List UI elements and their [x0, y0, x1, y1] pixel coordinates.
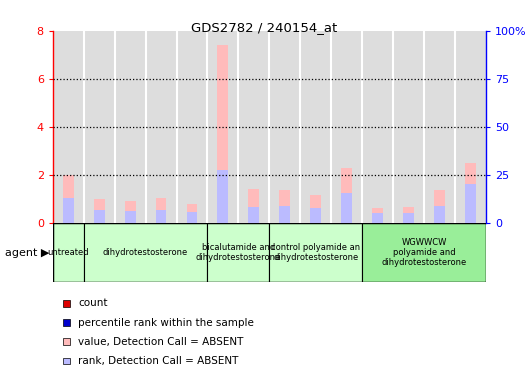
Text: rank, Detection Call = ABSENT: rank, Detection Call = ABSENT: [78, 356, 239, 366]
Bar: [341, 167, 352, 223]
Bar: [208, 223, 269, 282]
Bar: [218, 170, 228, 223]
Bar: [269, 223, 300, 282]
Bar: [331, 223, 362, 282]
Bar: [300, 31, 331, 223]
Bar: [393, 223, 424, 282]
Bar: [424, 31, 455, 223]
Bar: [176, 31, 208, 223]
Bar: [455, 223, 486, 282]
Bar: [218, 45, 228, 223]
Bar: [156, 210, 166, 223]
Bar: [208, 223, 238, 282]
Bar: [248, 207, 259, 223]
Bar: [186, 212, 197, 223]
Bar: [269, 31, 300, 223]
Text: count: count: [78, 298, 108, 308]
Bar: [300, 223, 331, 282]
Bar: [94, 199, 105, 223]
Bar: [362, 31, 393, 223]
Text: percentile rank within the sample: percentile rank within the sample: [78, 318, 254, 328]
Bar: [362, 223, 393, 282]
Bar: [331, 31, 362, 223]
Bar: [94, 210, 105, 223]
Bar: [63, 175, 74, 223]
Bar: [403, 213, 414, 223]
Bar: [434, 206, 445, 223]
Text: WGWWCW
polyamide and
dihydrotestosterone: WGWWCW polyamide and dihydrotestosterone: [381, 238, 467, 267]
Bar: [372, 213, 383, 223]
Bar: [465, 184, 476, 223]
Bar: [115, 223, 146, 282]
Bar: [393, 31, 424, 223]
Bar: [186, 204, 197, 223]
Bar: [341, 193, 352, 223]
Bar: [238, 31, 269, 223]
Text: control polyamide an
dihydrotestosterone: control polyamide an dihydrotestosterone: [271, 243, 360, 262]
Text: agent ▶: agent ▶: [5, 248, 50, 258]
Bar: [146, 31, 176, 223]
Bar: [53, 223, 84, 282]
Bar: [84, 223, 208, 282]
Bar: [269, 223, 362, 282]
Bar: [125, 201, 136, 223]
Bar: [115, 31, 146, 223]
Bar: [208, 31, 238, 223]
Bar: [176, 223, 208, 282]
Bar: [424, 223, 455, 282]
Bar: [362, 223, 486, 282]
Bar: [156, 197, 166, 223]
Bar: [125, 211, 136, 223]
Bar: [84, 223, 115, 282]
Bar: [146, 223, 176, 282]
Bar: [53, 223, 84, 282]
Text: untreated: untreated: [48, 248, 89, 257]
Bar: [310, 195, 321, 223]
Bar: [53, 31, 84, 223]
Bar: [279, 206, 290, 223]
Bar: [403, 207, 414, 223]
Bar: [84, 31, 115, 223]
Bar: [434, 190, 445, 223]
Text: bicalutamide and
dihydrotestosterone: bicalutamide and dihydrotestosterone: [196, 243, 281, 262]
Bar: [63, 197, 74, 223]
Bar: [455, 31, 486, 223]
Bar: [248, 189, 259, 223]
Text: dihydrotestosterone: dihydrotestosterone: [103, 248, 188, 257]
Bar: [465, 163, 476, 223]
Bar: [279, 190, 290, 223]
Text: GDS2782 / 240154_at: GDS2782 / 240154_at: [191, 21, 337, 34]
Bar: [238, 223, 269, 282]
Text: value, Detection Call = ABSENT: value, Detection Call = ABSENT: [78, 337, 243, 347]
Bar: [372, 208, 383, 223]
Bar: [310, 208, 321, 223]
